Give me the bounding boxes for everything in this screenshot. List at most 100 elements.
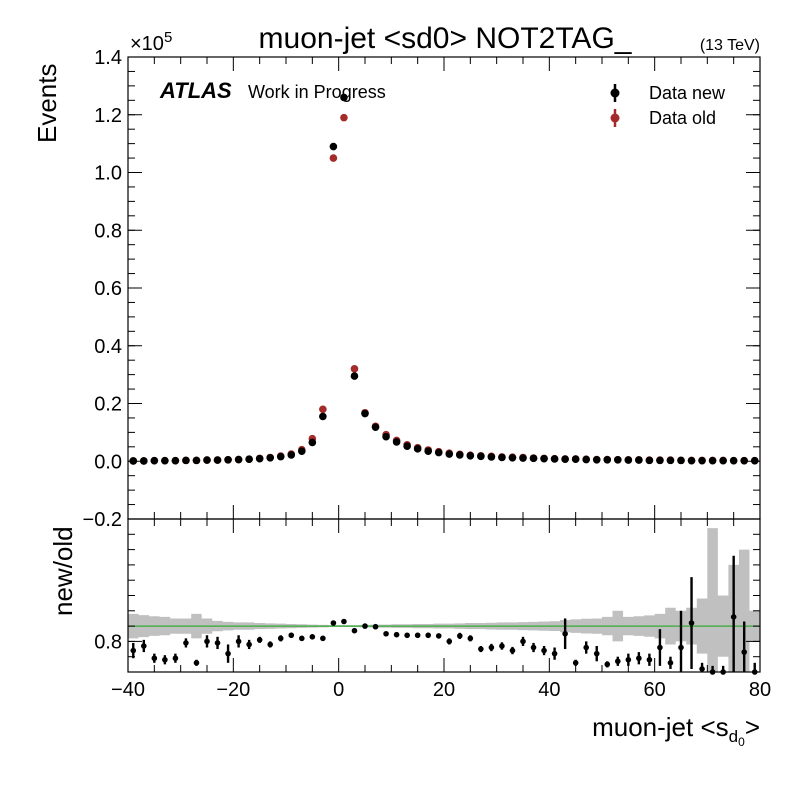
chart-title: muon-jet <sd0> NOT2TAG_ [259,22,633,55]
ratio-point [562,630,568,637]
y-axis-title: Events [32,64,62,144]
data-new-point [666,456,675,465]
ratio-point [414,632,421,639]
ratio-point [235,638,242,645]
data-new-point [677,456,685,465]
data-new-point [445,450,454,458]
data-new-point [561,455,569,464]
data-new-point [329,142,338,151]
data-new-point [456,451,464,459]
data-new-point [498,453,506,462]
ratio-point [393,631,400,638]
x-tick-label: 80 [749,679,771,701]
data-new-point [729,456,738,465]
y-scale-base: ×10 [130,33,164,55]
data-new-point [424,447,433,455]
ratio-point [288,632,295,639]
ratio-point [141,643,147,649]
x-axis-title-sub: d [729,727,738,746]
ratio-point [646,656,653,663]
ratio-point [678,644,684,651]
energy-label: (13 TeV) [700,37,760,54]
ratio-point [435,633,442,639]
ratio-point [341,618,347,625]
main-points [129,93,759,465]
x-axis-title-subsub: 0 [738,735,745,749]
ratio-point [267,641,274,648]
ratio-point [425,632,432,639]
data-new-point [571,455,580,464]
data-new-point [371,423,380,431]
legend-label: Data new [649,83,726,103]
data-new-point [182,456,190,465]
data-new-point [213,456,222,464]
ratio-point [351,627,358,634]
ratio-point [541,647,547,654]
data-new-point [413,445,422,453]
data-old-point [350,365,359,373]
data-new-point [519,454,527,462]
ratio-point [457,633,463,639]
data-new-point [508,453,517,462]
ratio-point [383,630,389,637]
data-new-point [129,457,138,465]
data-old-point [340,113,348,122]
data-new-point [140,457,148,465]
data-new-point [287,451,296,459]
data-new-point [740,456,748,465]
ratio-point [572,660,579,666]
x-tick-label: 20 [433,679,455,701]
y-scale-factor: ×105 [130,29,172,55]
data-new-point [466,451,475,460]
ratio-point [667,660,674,666]
data-new-point [308,438,317,447]
data-new-point [171,456,180,465]
atlas-label: ATLAS [159,78,232,103]
legend: Data new Data old [610,83,726,128]
ratio-ticks: 0.8 −40 −20 0 20 40 60 80 [94,518,771,701]
ratio-point [636,655,642,662]
ratio-point [730,614,737,620]
data-new-point [529,454,538,463]
data-new-point [592,456,601,464]
data-new-point [603,456,612,464]
ratio-point [172,655,179,662]
data-new-point [255,454,264,463]
x-tick-label: −20 [216,679,250,701]
main-panel: −0.2 0.0 0.2 0.4 0.6 0.8 1.0 1.2 1.4 ATLAS Work … [83,47,761,531]
ratio-point [741,649,747,655]
data-new-point [750,456,759,465]
data-new-point [192,456,201,465]
x-axis-title-main: muon-jet <s [592,712,729,742]
ratio-point [277,635,284,642]
data-new-point [361,409,369,418]
ratio-point [699,666,705,672]
ratio-point [499,643,505,649]
ratio-point [256,637,263,643]
ratio-point [246,641,252,648]
ratio-point [478,646,484,652]
data-new-point [298,447,306,455]
legend-marker [610,113,620,123]
ratio-point [404,632,410,639]
ratio-point [362,623,368,629]
ratio-point [688,620,695,626]
ratio-frame [127,518,761,673]
data-new-point [550,455,559,463]
y-tick-label: 0.2 [94,394,122,416]
ratio-point [593,650,600,657]
y-tick-label: 0.4 [94,336,122,358]
data-new-point [319,412,327,421]
x-tick-label: 0 [333,679,344,701]
status-label: Work in Progress [248,82,386,102]
ratio-point [151,655,158,662]
ratio-point [162,656,168,663]
ratio-point [530,644,537,651]
data-new-point [624,456,633,464]
x-tick-label: 40 [538,679,560,701]
data-new-point [540,454,548,463]
x-tick-label: 60 [644,679,666,701]
x-axis-title: muon-jet <sd0> [592,712,760,749]
data-new-point [234,455,243,464]
data-new-point [614,456,622,464]
